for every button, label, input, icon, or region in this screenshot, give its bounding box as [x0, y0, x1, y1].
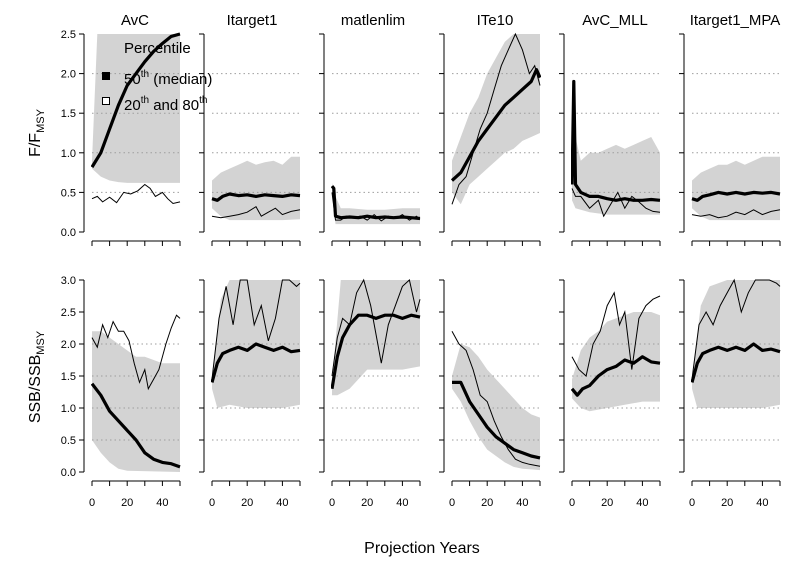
x-tick-label-ite10: 20: [481, 497, 493, 509]
x-tick-label-itarget1: 0: [209, 497, 215, 509]
panel-f-matlenlim: [319, 33, 421, 246]
legend-title: Percentile: [124, 40, 191, 57]
iteration-line-ssb-avc-mll: [571, 291, 661, 377]
x-tick-label-avc: 0: [89, 497, 95, 509]
iteration-line-f-itarget1-mpa: [691, 209, 781, 219]
median-line-ssb-matlenlim: [331, 313, 421, 390]
iteration-line-ssb-ite10: [451, 330, 541, 467]
x-tick-label-matlenlim: 40: [396, 497, 408, 509]
panel-f-avc: 0.0 0.5 1.0 1.5 2.0 2.5: [61, 29, 181, 246]
legend-band-label: 20th and 80th: [124, 95, 207, 114]
band-ssb-matlenlim: [332, 280, 420, 396]
y-tick-label-ssb: 1.0: [61, 403, 76, 415]
x-tick-label-matlenlim: 20: [361, 497, 373, 509]
panel-title-avc-mll: AvC_MLL: [582, 12, 648, 29]
band-f-matlenlim: [332, 182, 420, 225]
y-tick-label-f: 0.0: [61, 227, 76, 239]
band-ssb-avc: [92, 331, 180, 472]
y-tick-label-f: 0.5: [61, 187, 76, 199]
y-tick-label-ssb: 2.0: [61, 339, 76, 351]
x-tick-label-ite10: 40: [516, 497, 528, 509]
band-ssb-ite10: [452, 344, 540, 471]
panel-ssb-matlenlim: 0 20 40: [319, 278, 421, 509]
panel-ssb-itarget1-mpa: 0 20 40: [679, 278, 781, 509]
median-line-ssb-avc: [91, 382, 181, 469]
median-line-f-itarget1-mpa: [691, 190, 781, 202]
band-f-itarget1-mpa: [692, 156, 780, 221]
legend-band-swatch: [102, 97, 110, 105]
iteration-line-f-avc: [91, 183, 181, 205]
panel-title-itarget1-mpa: Itarget1_MPA: [690, 12, 781, 29]
median-line-ssb-avc-mll: [571, 355, 661, 397]
median-line-f-matlenlim: [331, 185, 421, 221]
x-tick-label-itarget1-mpa: 20: [721, 497, 733, 509]
legend: Percentile 50th (median) 20th and 80th: [102, 40, 212, 114]
y-tick-label-f: 1.5: [61, 108, 76, 120]
x-tick-label-itarget1-mpa: 40: [756, 497, 768, 509]
y-tick-label-ssb: 3.0: [61, 275, 76, 287]
y-tick-label-ssb: 2.5: [61, 307, 76, 319]
y-tick-label-f: 2.5: [61, 29, 76, 41]
median-line-f-avc-mll: [571, 79, 661, 202]
median-line-ssb-ite10: [452, 380, 541, 460]
legend-median-label: 50th (median): [124, 69, 212, 88]
panel-ssb-avc: 0.0 0.5 1.0 1.5 2.0 2.5 3.0 0 20 40: [61, 275, 181, 509]
band-f-avc: [92, 34, 180, 183]
iteration-line-f-ite10: [451, 32, 541, 205]
band-f-itarget1: [212, 156, 300, 221]
x-tick-label-avc-mll: 40: [636, 497, 648, 509]
panel-title-avc: AvC: [121, 12, 149, 29]
x-tick-label-avc-mll: 20: [601, 497, 613, 509]
panel-ssb-ite10: 0 20 40: [439, 279, 541, 509]
iteration-line-ssb-itarget1: [211, 279, 301, 380]
y-tick-label-ssb: 1.5: [61, 371, 76, 383]
y-tick-label-ssb: 0.0: [61, 467, 76, 479]
median-line-f-itarget1: [211, 192, 301, 202]
iteration-line-f-itarget1: [211, 205, 301, 219]
band-f-avc-mll: [572, 77, 660, 215]
panel-title-matlenlim: matlenlim: [341, 12, 405, 29]
panel-ssb-itarget1: 0 20 40: [199, 279, 301, 509]
x-tick-label-itarget1: 40: [276, 497, 288, 509]
iteration-line-ssb-avc: [91, 314, 181, 391]
x-tick-label-itarget1: 20: [241, 497, 253, 509]
median-line-ssb-itarget1-mpa: [691, 342, 781, 383]
iteration-line-f-avc-mll: [571, 188, 661, 218]
x-tick-label-avc: 20: [121, 497, 133, 509]
x-tick-label-ite10: 0: [449, 497, 455, 509]
median-line-ssb-itarget1: [211, 342, 301, 383]
x-tick-label-avc-mll: 0: [569, 497, 575, 509]
iteration-line-ssb-matlenlim: [331, 278, 421, 377]
y-tick-label-f: 2.0: [61, 69, 76, 81]
panel-titles: AvC Itarget1 matlenlim ITe10 AvC_MLL Ita…: [121, 12, 780, 29]
band-ssb-avc-mll: [572, 312, 660, 412]
panel-f-itarget1: [199, 33, 301, 246]
panels: 0.00.51.01.52.02.50.00.51.01.52.02.53.00…: [61, 29, 781, 509]
panel-title-ite10: ITe10: [477, 12, 514, 29]
x-axis-label: Projection Years: [364, 540, 480, 557]
y-axis-label-f: F/FMSY: [27, 108, 47, 157]
legend-median-swatch: [102, 72, 110, 80]
panel-f-avc-mll: [559, 33, 661, 246]
median-line-f-ite10: [451, 67, 541, 182]
x-tick-label-avc: 40: [156, 497, 168, 509]
median-line-f-avc: [91, 32, 181, 168]
panel-f-itarget1-mpa: [679, 33, 781, 246]
iteration-line-ssb-itarget1-mpa: [691, 278, 781, 380]
y-tick-label-f: 1.0: [61, 148, 76, 160]
panel-f-ite10: [439, 32, 541, 246]
panel-ssb-avc-mll: 0 20 40: [559, 279, 661, 509]
panel-title-itarget1: Itarget1: [227, 12, 278, 29]
y-axis-label-ssb: SSB/SSBMSY: [27, 330, 47, 423]
band-ssb-itarget1-mpa: [692, 280, 780, 408]
x-tick-label-itarget1-mpa: 0: [689, 497, 695, 509]
y-tick-label-ssb: 0.5: [61, 435, 76, 447]
x-tick-label-matlenlim: 0: [329, 497, 335, 509]
